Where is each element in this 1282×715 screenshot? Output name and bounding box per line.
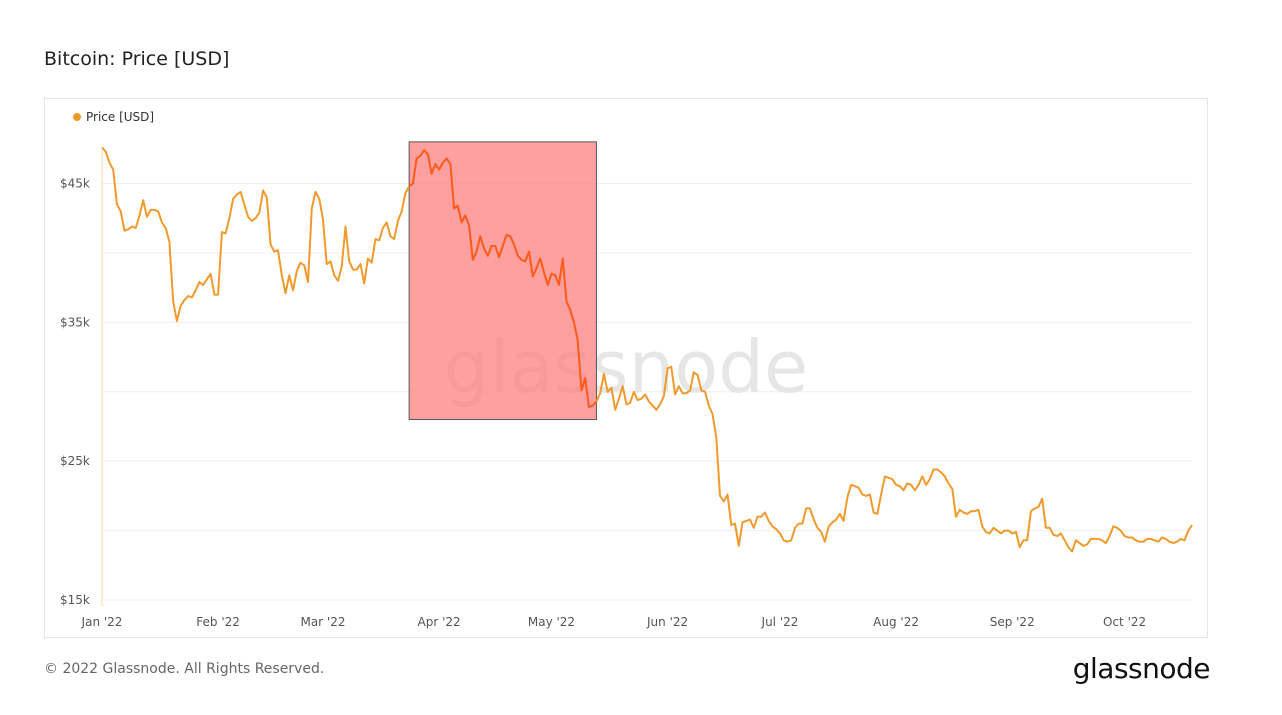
y-tick-label: $45k — [60, 177, 90, 191]
x-tick-label: Jul '22 — [761, 615, 799, 629]
copyright-text: © 2022 Glassnode. All Rights Reserved. — [44, 661, 325, 677]
x-tick-label: Mar '22 — [300, 615, 345, 629]
x-tick-label: Sep '22 — [990, 615, 1035, 629]
legend-label: Price [USD] — [86, 110, 154, 124]
y-axis-ticks: $15k $25k $35k $45k — [60, 177, 90, 607]
legend-dot — [73, 113, 81, 121]
x-tick-label: May '22 — [528, 615, 575, 629]
grid-lines — [102, 183, 1192, 601]
price-series-line[interactable] — [101, 146, 1193, 553]
y-tick-label: $15k — [60, 593, 90, 607]
y-tick-label: $25k — [60, 454, 90, 468]
x-tick-label: Jan '22 — [81, 615, 123, 629]
x-axis-ticks: Jan '22 Feb '22 Mar '22 Apr '22 May '22 Jun '… — [81, 615, 1147, 629]
x-tick-label: Apr '22 — [418, 615, 461, 629]
chart-frame — [44, 98, 1208, 638]
x-tick-label: Feb '22 — [196, 615, 240, 629]
chart-title: Bitcoin: Price [USD] — [44, 48, 230, 70]
y-tick-label: $35k — [60, 315, 90, 329]
highlight-box — [408, 141, 597, 421]
legend[interactable]: Price [USD] — [73, 110, 154, 124]
glassnode-logo: glassnode — [1072, 652, 1211, 685]
x-tick-label: Oct '22 — [1103, 615, 1146, 629]
x-tick-label: Jun '22 — [646, 615, 688, 629]
price-series-highlighted-segment — [408, 149, 598, 408]
x-tick-label: Aug '22 — [873, 615, 919, 629]
